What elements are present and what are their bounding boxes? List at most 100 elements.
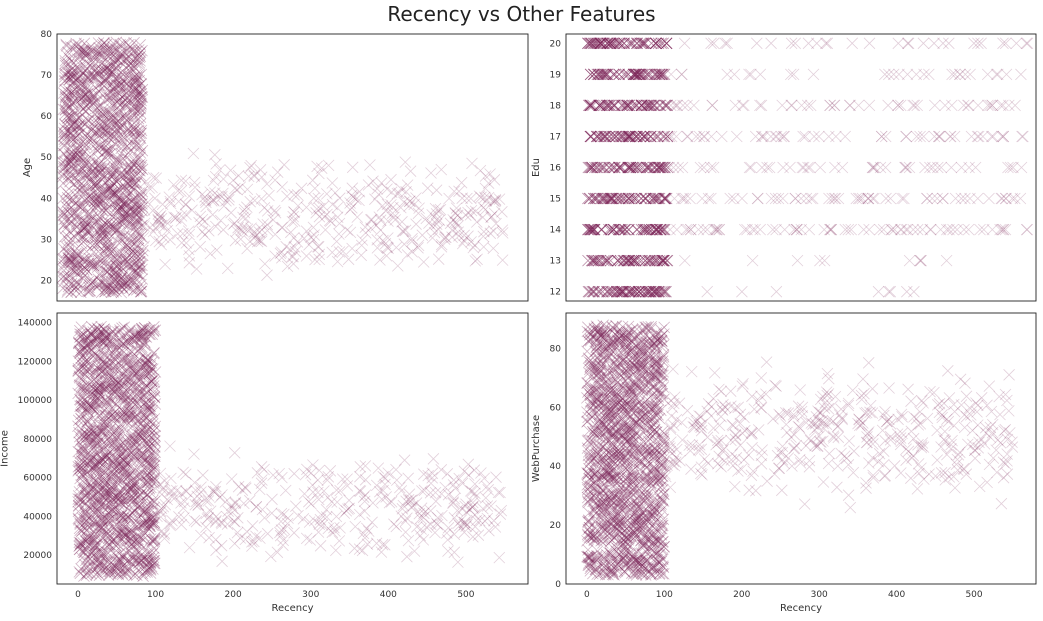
scatter-point xyxy=(79,516,91,529)
scatter-point xyxy=(114,274,126,286)
scatter-point xyxy=(149,192,161,205)
scatter-point xyxy=(114,112,127,125)
scatter-point xyxy=(104,144,116,157)
scatter-point xyxy=(103,182,116,195)
scatter-point xyxy=(63,270,76,282)
scatter-point xyxy=(588,37,601,50)
scatter-point xyxy=(133,48,146,60)
scatter-point xyxy=(60,240,72,253)
scatter-point xyxy=(586,161,598,174)
scatter-point xyxy=(276,181,288,193)
scatter-point xyxy=(68,150,80,163)
scatter-point xyxy=(118,279,131,291)
scatter-point xyxy=(204,247,217,260)
scatter-point xyxy=(62,83,74,96)
scatter-point xyxy=(399,224,412,237)
scatter-point xyxy=(116,235,129,247)
scatter-point xyxy=(89,460,101,473)
scatter-point xyxy=(97,194,110,207)
scatter-point xyxy=(133,371,145,383)
scatter-point xyxy=(77,138,89,151)
scatter-point xyxy=(99,256,112,269)
y-tick-label: 140000 xyxy=(18,319,53,329)
scatter-point xyxy=(183,257,196,269)
scatter-point xyxy=(320,503,333,516)
scatter-point xyxy=(89,239,102,252)
scatter-point xyxy=(146,548,159,560)
scatter-point xyxy=(619,254,631,267)
scatter-point xyxy=(104,108,117,121)
scatter-point xyxy=(124,175,136,187)
scatter-point xyxy=(149,324,162,336)
scatter-point xyxy=(128,61,141,73)
scatter-point xyxy=(80,245,93,258)
scatter-point xyxy=(367,175,379,187)
scatter-point xyxy=(1000,68,1013,81)
scatter-point xyxy=(946,99,958,112)
scatter-point xyxy=(688,99,700,112)
scatter-point xyxy=(479,170,492,182)
scatter-point xyxy=(112,204,124,217)
scatter-point xyxy=(89,201,102,214)
scatter-point xyxy=(76,374,88,386)
scatter-point xyxy=(109,56,122,69)
scatter-point xyxy=(128,450,140,462)
scatter-point xyxy=(133,199,145,211)
scatter-point xyxy=(135,88,147,100)
scatter-point xyxy=(109,342,121,354)
y-tick-label: 20000 xyxy=(23,551,52,561)
scatter-point xyxy=(120,92,132,104)
scatter-point xyxy=(81,379,94,392)
scatter-point xyxy=(677,192,690,205)
scatter-point xyxy=(79,49,92,62)
scatter-point xyxy=(385,186,398,198)
scatter-point xyxy=(59,128,71,140)
scatter-point xyxy=(123,249,135,261)
scatter-point xyxy=(146,465,158,477)
scatter-point xyxy=(125,533,137,546)
scatter-point xyxy=(64,69,76,81)
scatter-point xyxy=(100,44,112,57)
scatter-point xyxy=(114,70,126,83)
scatter-point xyxy=(997,130,1009,143)
scatter-point xyxy=(81,81,93,94)
scatter-point xyxy=(660,37,673,50)
scatter-point xyxy=(112,115,124,127)
scatter-point xyxy=(613,68,625,81)
scatter-point xyxy=(72,490,85,502)
scatter-point xyxy=(79,89,92,101)
scatter-point xyxy=(110,164,123,177)
scatter-point xyxy=(193,216,205,229)
scatter-point xyxy=(77,46,89,59)
scatter-point xyxy=(58,68,71,80)
scatter-point xyxy=(94,255,107,267)
scatter-point xyxy=(227,218,240,231)
scatter-point xyxy=(69,207,82,219)
scatter-point xyxy=(73,156,85,169)
scatter-point xyxy=(91,88,103,100)
scatter-point xyxy=(71,258,84,271)
scatter-point xyxy=(65,194,78,207)
scatter-point xyxy=(91,226,104,238)
scatter-point xyxy=(647,285,660,298)
scatter-point xyxy=(731,130,743,143)
scatter-point xyxy=(65,264,78,276)
scatter-point xyxy=(123,46,135,59)
scatter-point xyxy=(637,37,649,50)
scatter-point xyxy=(83,227,95,239)
scatter-point xyxy=(863,37,876,50)
scatter-point xyxy=(216,555,228,568)
scatter-point xyxy=(981,68,994,81)
scatter-point xyxy=(131,91,144,103)
scatter-point xyxy=(99,145,112,157)
scatter-point xyxy=(141,489,154,501)
scatter-point xyxy=(682,130,694,143)
scatter-point xyxy=(135,124,148,137)
scatter-point xyxy=(128,125,140,137)
scatter-point xyxy=(74,214,86,226)
scatter-point xyxy=(309,253,321,266)
scatter-point xyxy=(110,273,122,286)
scatter-point xyxy=(119,89,132,101)
scatter-point xyxy=(346,242,358,255)
scatter-point xyxy=(1007,161,1019,174)
